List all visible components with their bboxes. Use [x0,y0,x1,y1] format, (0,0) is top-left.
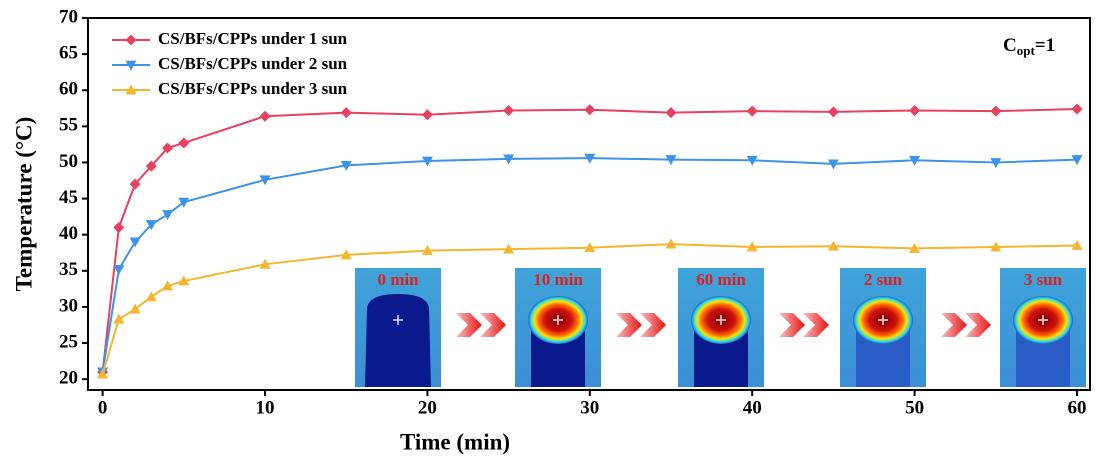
marker [665,155,677,166]
legend-marker [125,84,137,95]
arrow [965,313,991,337]
annotation: Copt=1 [1003,35,1055,58]
marker [129,303,141,314]
marker [145,291,157,302]
y-tick-label: 55 [59,115,78,136]
x-tick-label: 0 [98,397,108,418]
marker [178,137,190,149]
marker [827,240,839,251]
marker [909,155,921,166]
marker [113,313,125,324]
marker [421,245,433,255]
x-tick-label: 10 [256,397,275,418]
x-tick-label: 60 [1068,397,1087,418]
arrow [616,313,642,337]
marker [665,238,677,249]
legend-label: CS/BFs/CPPs under 2 sun [158,54,348,73]
y-tick-label: 25 [59,331,78,352]
x-axis-label: Time (min) [400,429,510,454]
marker [1071,240,1083,250]
inset-label: 0 min [377,270,419,289]
marker [909,104,921,116]
marker [340,249,352,260]
marker [746,105,758,117]
marker [584,242,596,253]
legend-marker [125,34,137,46]
marker [162,142,174,154]
marker [113,264,125,275]
marker [421,156,433,167]
x-tick-label: 30 [580,397,599,418]
x-tick-label: 20 [418,397,437,418]
thermal-image: 3 sun [1000,268,1086,387]
marker [113,221,125,233]
marker [1071,103,1083,115]
inset-label: 3 sun [1024,270,1063,289]
marker [1071,155,1083,166]
marker [503,243,515,254]
thermal-image: 60 min [678,268,764,387]
y-tick-label: 60 [59,79,78,100]
marker [990,241,1002,252]
inset-label: 2 sun [864,270,903,289]
marker [259,175,271,186]
sample-body [365,294,431,387]
legend-label: CS/BFs/CPPs under 1 sun [158,29,348,48]
y-tick-label: 40 [59,223,78,244]
marker [421,109,433,121]
marker [340,107,352,119]
thermal-image: 10 min [515,268,601,387]
legend-marker [125,60,137,71]
y-tick-label: 50 [59,151,78,172]
marker [665,107,677,119]
marker [746,155,758,166]
marker [145,160,157,172]
marker [503,104,515,116]
arrow [640,313,666,337]
arrow [803,313,829,337]
y-tick-label: 70 [59,6,78,27]
marker [827,159,839,170]
arrow [941,313,967,337]
inset-label: 60 min [696,270,746,289]
legend-label: CS/BFs/CPPs under 3 sun [158,79,348,98]
y-tick-label: 65 [59,42,78,63]
arrow [779,313,805,337]
thermal-image: 2 sun [840,268,926,387]
y-tick-label: 20 [59,368,78,389]
marker [990,105,1002,117]
marker [584,153,596,164]
marker [340,160,352,171]
annotation-part: =1 [1035,35,1055,56]
marker [503,154,515,165]
marker [129,237,141,248]
marker [990,158,1002,168]
marker [162,210,174,220]
x-tick-label: 40 [743,397,762,418]
marker [827,106,839,118]
marker [259,110,271,122]
marker [178,275,190,286]
marker [584,104,596,116]
marker [178,197,190,208]
x-tick-label: 50 [905,397,924,418]
arrow [480,313,506,337]
y-tick-label: 30 [59,295,78,316]
y-axis-label: Temperature (°C) [11,117,36,292]
inset-label: 10 min [533,270,583,289]
marker [97,368,109,379]
annotation-part: C [1003,35,1017,56]
marker [162,280,174,291]
marker [746,241,758,252]
arrow [456,313,482,337]
marker [259,258,271,269]
y-tick-label: 35 [59,259,78,280]
thermal-image: 0 min [355,268,441,387]
marker [909,242,921,253]
annotation-part: opt [1017,43,1036,58]
y-tick-label: 45 [59,187,78,208]
marker [129,178,141,190]
marker [145,220,157,231]
